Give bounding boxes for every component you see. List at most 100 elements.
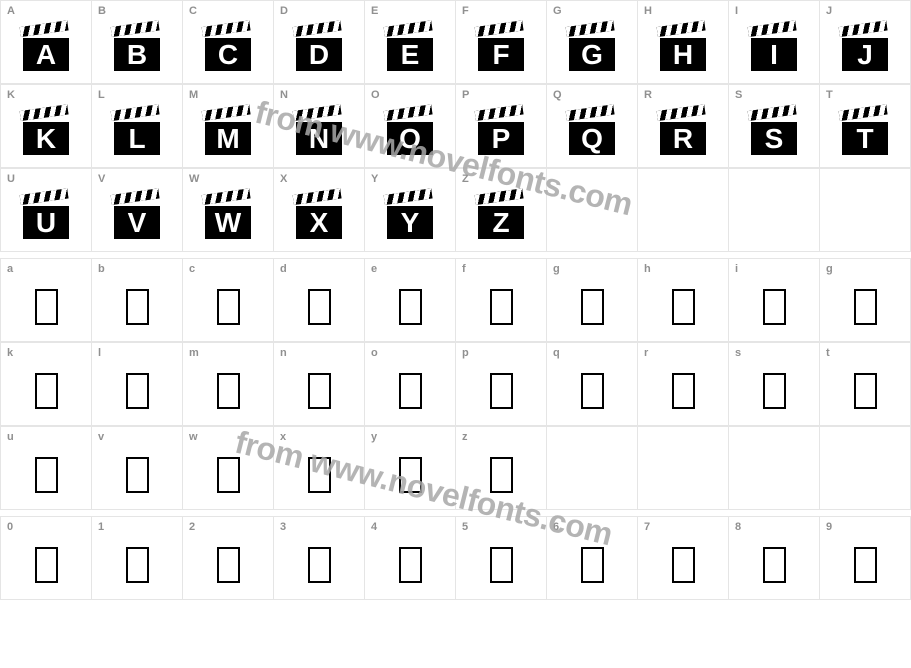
clapperboard-glyph: J <box>842 27 888 71</box>
clapperboard-glyph: K <box>23 111 69 155</box>
clapper-top-stripes <box>111 104 160 121</box>
glyph-cell <box>638 427 729 510</box>
key-label: 3 <box>280 521 286 533</box>
clapperboard-glyph: N <box>296 111 342 155</box>
clapper-top-stripes <box>475 104 524 121</box>
glyph-cell: e <box>365 259 456 342</box>
clapper-letter: W <box>215 209 241 237</box>
glyph-cell: RR <box>638 85 729 168</box>
missing-glyph-box <box>35 373 58 409</box>
key-label: W <box>189 173 199 185</box>
glyph-area <box>365 517 455 599</box>
key-label: 9 <box>826 521 832 533</box>
clapper-top-stripes <box>202 20 251 37</box>
glyph-cell: p <box>456 343 547 426</box>
clapperboard-glyph: R <box>660 111 706 155</box>
missing-glyph-box <box>399 547 422 583</box>
missing-glyph-box <box>763 547 786 583</box>
glyph-cell: 6 <box>547 517 638 600</box>
clapper-body: L <box>114 122 160 155</box>
glyph-area <box>365 427 455 509</box>
clapperboard-glyph: S <box>751 111 797 155</box>
key-label: y <box>371 431 377 443</box>
missing-glyph-box <box>581 289 604 325</box>
glyph-row: KKLLMMNNOOPPQQRRSSTT <box>0 84 911 168</box>
glyph-cell: ZZ <box>456 169 547 252</box>
glyph-cell: u <box>1 427 92 510</box>
clapper-letter: Y <box>401 209 420 237</box>
glyph-area: Y <box>365 169 455 251</box>
glyph-cell: GG <box>547 1 638 84</box>
clapper-letter: D <box>309 41 329 69</box>
missing-glyph-box <box>217 289 240 325</box>
key-label: o <box>371 347 378 359</box>
glyph-area <box>274 517 364 599</box>
font-map-container: AABBCCDDEEFFGGHHIIJJKKLLMMNNOOPPQQRRSSTT… <box>0 0 911 600</box>
key-label: 2 <box>189 521 195 533</box>
clapper-top-stripes <box>384 188 433 205</box>
key-label: c <box>189 263 195 275</box>
glyph-area: I <box>729 1 819 83</box>
missing-glyph-box <box>308 457 331 493</box>
glyph-area <box>1 427 91 509</box>
clapper-body: I <box>751 38 797 71</box>
key-label: 0 <box>7 521 13 533</box>
clapper-top-stripes <box>20 104 69 121</box>
glyph-area <box>638 259 728 341</box>
glyph-area <box>638 517 728 599</box>
clapper-top-stripes <box>293 20 342 37</box>
glyph-row: UUVVWWXXYYZZ <box>0 168 911 252</box>
glyph-row: 0123456789 <box>0 516 911 600</box>
clapperboard-glyph: U <box>23 195 69 239</box>
key-label: z <box>462 431 468 443</box>
missing-glyph-box <box>35 457 58 493</box>
key-label: h <box>644 263 651 275</box>
glyph-area <box>820 259 910 341</box>
missing-glyph-box <box>581 547 604 583</box>
key-label: v <box>98 431 104 443</box>
key-label: i <box>735 263 738 275</box>
clapper-letter: M <box>216 125 239 153</box>
clapper-letter: U <box>36 209 56 237</box>
glyph-cell: 4 <box>365 517 456 600</box>
clapper-body: N <box>296 122 342 155</box>
key-label: 4 <box>371 521 377 533</box>
clapper-top-stripes <box>20 188 69 205</box>
glyph-area <box>274 343 364 425</box>
glyph-cell: JJ <box>820 1 911 84</box>
key-label: n <box>280 347 287 359</box>
key-label: 8 <box>735 521 741 533</box>
clapper-letter: X <box>310 209 329 237</box>
clapper-top-stripes <box>566 104 615 121</box>
glyph-cell: a <box>1 259 92 342</box>
clapperboard-glyph: T <box>842 111 888 155</box>
clapper-letter: Q <box>581 125 603 153</box>
glyph-cell: h <box>638 259 729 342</box>
clapper-body: Y <box>387 206 433 239</box>
clapperboard-glyph: X <box>296 195 342 239</box>
glyph-row: uvwxyz <box>0 426 911 510</box>
glyph-cell: y <box>365 427 456 510</box>
glyph-area <box>92 259 182 341</box>
glyph-cell: OO <box>365 85 456 168</box>
glyph-area <box>638 343 728 425</box>
glyph-cell: l <box>92 343 183 426</box>
missing-glyph-box <box>490 373 513 409</box>
glyph-row: klmnopqrst <box>0 342 911 426</box>
key-label: T <box>826 89 833 101</box>
key-label: G <box>553 5 562 17</box>
key-label: N <box>280 89 288 101</box>
glyph-cell: i <box>729 259 820 342</box>
missing-glyph-box <box>490 547 513 583</box>
clapper-letter: T <box>856 125 873 153</box>
glyph-cell <box>729 427 820 510</box>
key-label: k <box>7 347 13 359</box>
missing-glyph-box <box>35 547 58 583</box>
glyph-cell: WW <box>183 169 274 252</box>
missing-glyph-box <box>217 373 240 409</box>
glyph-cell: FF <box>456 1 547 84</box>
key-label: A <box>7 5 15 17</box>
glyph-area: J <box>820 1 910 83</box>
key-label: r <box>644 347 648 359</box>
clapper-body: W <box>205 206 251 239</box>
